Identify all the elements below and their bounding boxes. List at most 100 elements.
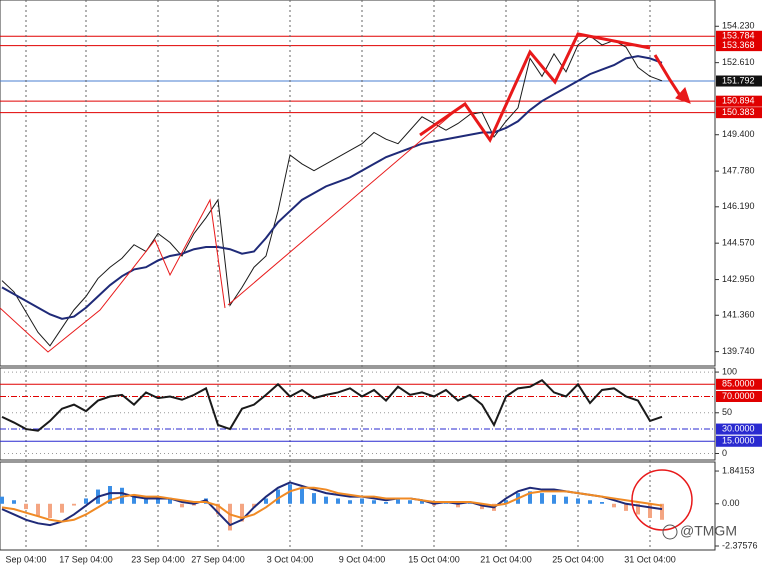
arrow-path xyxy=(653,54,685,101)
bar xyxy=(24,503,28,510)
bar xyxy=(600,502,604,504)
x-tick-label: 15 Oct 04:00 xyxy=(408,554,460,564)
series-line xyxy=(1,481,663,527)
y-tick-label: 139.740 xyxy=(722,346,755,356)
level-label: 150.894 xyxy=(722,96,755,106)
y-tick-label: 50 xyxy=(722,407,732,417)
x-tick-label: 17 Sep 04:00 xyxy=(59,554,113,564)
bar xyxy=(660,503,664,520)
logo xyxy=(662,524,678,540)
y-tick-label: 0 xyxy=(722,448,727,458)
level-label-bg xyxy=(716,390,762,402)
y-tick-label: 141.360 xyxy=(722,310,755,320)
level-label-bg xyxy=(716,40,762,52)
macd-panel xyxy=(0,461,716,551)
level-label: 150.383 xyxy=(722,107,755,117)
bar xyxy=(60,503,64,513)
rsi-panel xyxy=(0,367,716,461)
bar xyxy=(372,500,376,504)
bar xyxy=(612,503,616,508)
highlight-circle xyxy=(631,469,693,531)
bar xyxy=(588,500,592,504)
bar xyxy=(12,500,16,504)
x-tick-label: 27 Sep 04:00 xyxy=(191,554,245,564)
annotations xyxy=(0,32,693,531)
y-tick-label: -2.37576 xyxy=(722,540,758,550)
y-tick-label: 100 xyxy=(722,366,737,376)
x-tick-label: 3 Oct 04:00 xyxy=(267,554,314,564)
bar xyxy=(420,500,424,504)
bar xyxy=(348,500,352,504)
bar xyxy=(324,496,328,504)
bar xyxy=(264,498,268,504)
bar xyxy=(624,503,628,511)
level-label-bg xyxy=(716,95,762,107)
y-tick-label: 154.230 xyxy=(722,21,755,31)
bar xyxy=(576,498,580,504)
bar xyxy=(396,498,400,504)
bar xyxy=(240,503,244,522)
bar xyxy=(336,498,340,504)
bar xyxy=(528,491,532,504)
bar xyxy=(228,503,232,531)
bar xyxy=(456,503,460,508)
level-label-bg xyxy=(716,30,762,42)
bar xyxy=(36,503,40,517)
series-line xyxy=(1,486,663,523)
bar xyxy=(48,503,52,518)
y-tick-label: 1.84153 xyxy=(722,465,755,475)
y-tick-label: 0.00 xyxy=(722,498,740,508)
bar xyxy=(312,493,316,504)
x-tick-label: 9 Oct 04:00 xyxy=(339,554,386,564)
watermark: @TMGM xyxy=(680,523,737,539)
x-tick-label: 21 Oct 04:00 xyxy=(480,554,532,564)
zigzag xyxy=(0,198,226,353)
bar xyxy=(168,498,172,504)
level-label-bg xyxy=(716,378,762,390)
level-label-bg xyxy=(716,435,762,447)
bar xyxy=(216,503,220,515)
bar xyxy=(636,503,640,515)
bar xyxy=(84,498,88,504)
bar xyxy=(552,494,556,504)
logo-icon xyxy=(662,524,678,540)
arrow-head xyxy=(675,87,691,104)
bar xyxy=(648,503,652,518)
bar xyxy=(156,496,160,504)
y-tick-label: 152.610 xyxy=(722,57,755,67)
y-tick-label: 144.570 xyxy=(722,238,755,248)
bar xyxy=(564,496,568,504)
bar xyxy=(180,503,184,508)
level-label-bg xyxy=(716,107,762,119)
level-label: 15.0000 xyxy=(722,436,755,446)
level-label: 153.784 xyxy=(722,31,755,41)
series-line xyxy=(1,55,663,320)
level-label: 153.368 xyxy=(722,40,755,50)
x-tick-label: 25 Oct 04:00 xyxy=(552,554,604,564)
y-tick-label: 149.400 xyxy=(722,129,755,139)
bar xyxy=(384,502,388,504)
bar xyxy=(504,500,508,504)
y-tick-label: 147.780 xyxy=(722,165,755,175)
trend-line xyxy=(227,102,466,306)
price-panel xyxy=(0,0,716,367)
bar xyxy=(108,486,112,504)
level-label: 85.0000 xyxy=(722,379,755,389)
bar xyxy=(0,496,4,504)
bar xyxy=(72,503,76,506)
bar xyxy=(300,487,304,504)
level-label: 30.0000 xyxy=(722,423,755,433)
y-tick-label: 142.950 xyxy=(722,274,755,284)
bar xyxy=(144,498,148,504)
level-label: 70.0000 xyxy=(722,391,755,401)
bar xyxy=(540,493,544,504)
level-label-bg xyxy=(716,423,762,435)
bar xyxy=(132,494,136,504)
y-tick-label: 146.190 xyxy=(722,201,755,211)
bar xyxy=(408,500,412,504)
x-tick-label: 31 Oct 04:00 xyxy=(624,554,676,564)
arrow-path xyxy=(419,32,651,144)
level-label-bg xyxy=(716,75,762,87)
bar xyxy=(288,484,292,504)
